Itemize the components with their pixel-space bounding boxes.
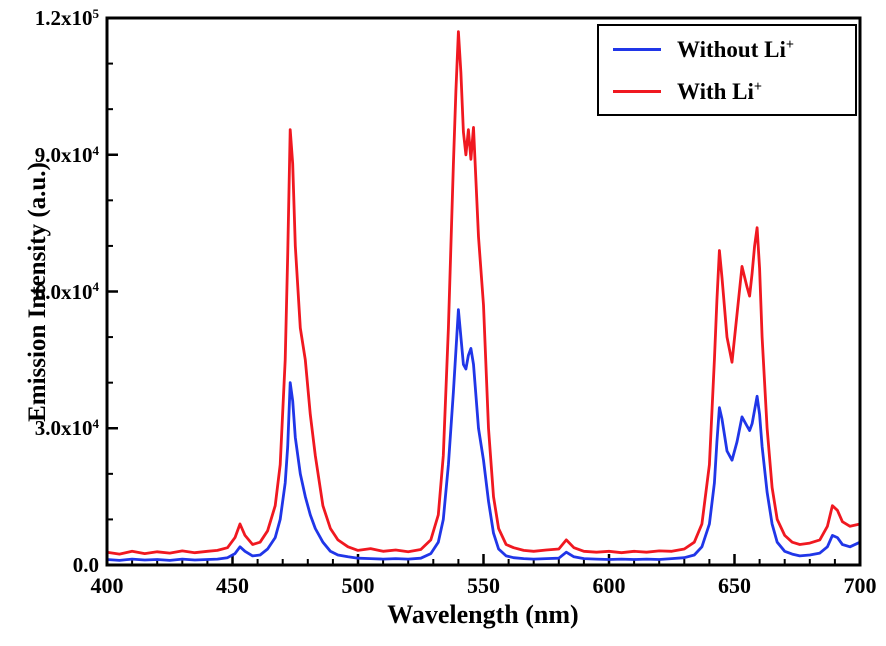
y-tick-label: 1.2x105	[34, 5, 99, 30]
x-tick-label: 650	[718, 573, 751, 598]
legend-item: Without Li+	[599, 28, 855, 70]
y-tick-label: 0.0	[72, 553, 99, 577]
y-tick-label: 6.0x104	[34, 279, 99, 304]
legend-line-swatch	[613, 89, 661, 93]
legend-label: With Li+	[677, 78, 763, 104]
series-line-with-li	[105, 30, 862, 556]
y-tick-label: 3.0x104	[34, 416, 99, 441]
x-tick-label: 450	[216, 573, 249, 598]
x-tick-label: 400	[90, 573, 124, 598]
legend-line-swatch	[613, 47, 661, 51]
legend-label: Without Li+	[677, 36, 794, 62]
x-axis-title: Wavelength (nm)	[387, 600, 579, 629]
x-tick-label: 500	[341, 573, 375, 598]
legend: Without Li+ With Li+	[597, 24, 857, 116]
legend-item: With Li+	[599, 70, 855, 112]
y-tick-label: 9.0x104	[34, 142, 99, 167]
x-tick-label: 550	[467, 573, 500, 598]
x-tick-label: 700	[843, 573, 877, 598]
series-line-without-li	[105, 308, 862, 562]
plot-frame	[105, 16, 862, 567]
x-tick-label: 600	[592, 573, 626, 598]
